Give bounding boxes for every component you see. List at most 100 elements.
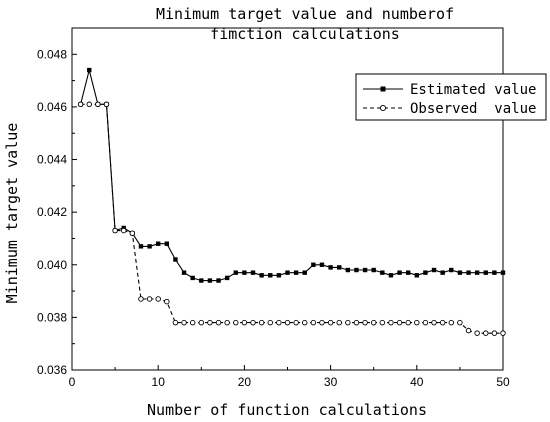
data-point bbox=[258, 319, 265, 326]
data-point bbox=[189, 319, 196, 326]
data-point bbox=[215, 319, 222, 326]
data-point bbox=[457, 319, 463, 326]
data-point bbox=[224, 319, 230, 326]
data-point bbox=[414, 273, 419, 278]
data-point bbox=[276, 273, 282, 278]
legend-label: Observed value bbox=[410, 101, 536, 117]
data-point bbox=[301, 319, 308, 326]
data-point bbox=[336, 319, 342, 326]
data-point bbox=[396, 319, 403, 326]
data-point bbox=[345, 319, 351, 326]
data-point bbox=[181, 270, 187, 275]
data-point bbox=[233, 319, 239, 326]
y-tick-label: 0.038 bbox=[37, 310, 67, 324]
data-point bbox=[87, 67, 92, 73]
y-tick-label: 0.040 bbox=[37, 258, 67, 272]
data-point bbox=[354, 267, 359, 273]
data-point bbox=[164, 298, 170, 305]
y-tick-label: 0.042 bbox=[37, 205, 67, 219]
data-point bbox=[207, 319, 213, 326]
data-point bbox=[138, 244, 144, 249]
data-point bbox=[431, 267, 437, 273]
data-point bbox=[319, 319, 325, 326]
data-point bbox=[380, 270, 385, 275]
data-point bbox=[500, 330, 506, 336]
data-point bbox=[423, 270, 428, 275]
data-point bbox=[112, 227, 118, 234]
data-point bbox=[250, 319, 256, 326]
data-point bbox=[388, 273, 394, 278]
series-line bbox=[80, 103, 503, 334]
data-point bbox=[207, 278, 213, 283]
legend-box bbox=[355, 73, 547, 121]
data-point bbox=[310, 319, 317, 326]
data-point bbox=[327, 319, 334, 326]
data-point bbox=[146, 296, 153, 302]
chart-title-line-1: Minimum target value and numberof bbox=[156, 5, 454, 23]
x-tick-label: 10 bbox=[152, 375, 166, 389]
data-point bbox=[397, 270, 402, 275]
data-point bbox=[86, 101, 92, 108]
data-point bbox=[173, 257, 178, 262]
data-point bbox=[362, 319, 368, 326]
legend-marker bbox=[380, 86, 386, 92]
data-point bbox=[362, 267, 368, 273]
series-layer bbox=[77, 67, 506, 336]
data-point bbox=[474, 270, 480, 275]
x-tick-label: 50 bbox=[496, 375, 510, 389]
legend: Estimated value Observed value bbox=[355, 73, 547, 121]
data-point bbox=[77, 101, 84, 108]
data-point bbox=[224, 275, 230, 281]
data-point bbox=[284, 319, 291, 326]
y-axis: 0.036 0.038 0.040 0.042 0.044 0.046 0.048 bbox=[37, 27, 77, 377]
data-point bbox=[233, 270, 238, 275]
data-point bbox=[259, 273, 264, 278]
data-point bbox=[129, 230, 136, 236]
data-point bbox=[483, 270, 488, 275]
data-point bbox=[156, 241, 161, 246]
chart-title-line-2: fimction calculations bbox=[210, 25, 400, 43]
data-point bbox=[319, 262, 325, 267]
data-point bbox=[95, 101, 101, 108]
x-tick-label: 0 bbox=[69, 375, 76, 389]
data-point bbox=[457, 270, 463, 275]
data-point bbox=[449, 267, 454, 273]
x-axis-label: Number of function calculations bbox=[147, 401, 427, 419]
data-point bbox=[268, 273, 273, 278]
legend-label: Estimated value bbox=[410, 82, 536, 98]
data-point bbox=[276, 319, 282, 326]
data-point bbox=[388, 319, 394, 326]
data-point bbox=[302, 270, 307, 275]
data-point bbox=[293, 270, 299, 275]
data-point bbox=[448, 319, 455, 326]
data-point bbox=[353, 319, 360, 326]
y-tick-label: 0.046 bbox=[37, 100, 67, 114]
data-point bbox=[147, 244, 152, 249]
data-point bbox=[293, 319, 299, 326]
data-point bbox=[440, 270, 445, 275]
data-point bbox=[155, 296, 161, 302]
data-point bbox=[199, 278, 204, 283]
data-point bbox=[370, 319, 377, 326]
data-point bbox=[285, 270, 290, 275]
data-point bbox=[181, 319, 187, 326]
data-point bbox=[164, 241, 170, 246]
data-point bbox=[371, 267, 376, 273]
data-point bbox=[492, 270, 497, 275]
data-point bbox=[241, 319, 248, 326]
y-tick-label: 0.044 bbox=[37, 153, 67, 167]
data-point bbox=[414, 319, 420, 326]
data-point bbox=[311, 262, 316, 267]
data-point bbox=[466, 270, 471, 275]
data-point bbox=[474, 330, 480, 336]
data-point bbox=[138, 296, 144, 302]
data-point bbox=[379, 319, 386, 326]
data-point bbox=[172, 319, 179, 326]
legend-marker bbox=[379, 104, 387, 112]
x-axis: 0 10 20 30 40 50 bbox=[69, 365, 510, 389]
series-observed bbox=[77, 101, 506, 336]
data-point bbox=[465, 327, 472, 334]
data-point bbox=[345, 267, 351, 273]
y-tick-label: 0.048 bbox=[37, 47, 67, 61]
